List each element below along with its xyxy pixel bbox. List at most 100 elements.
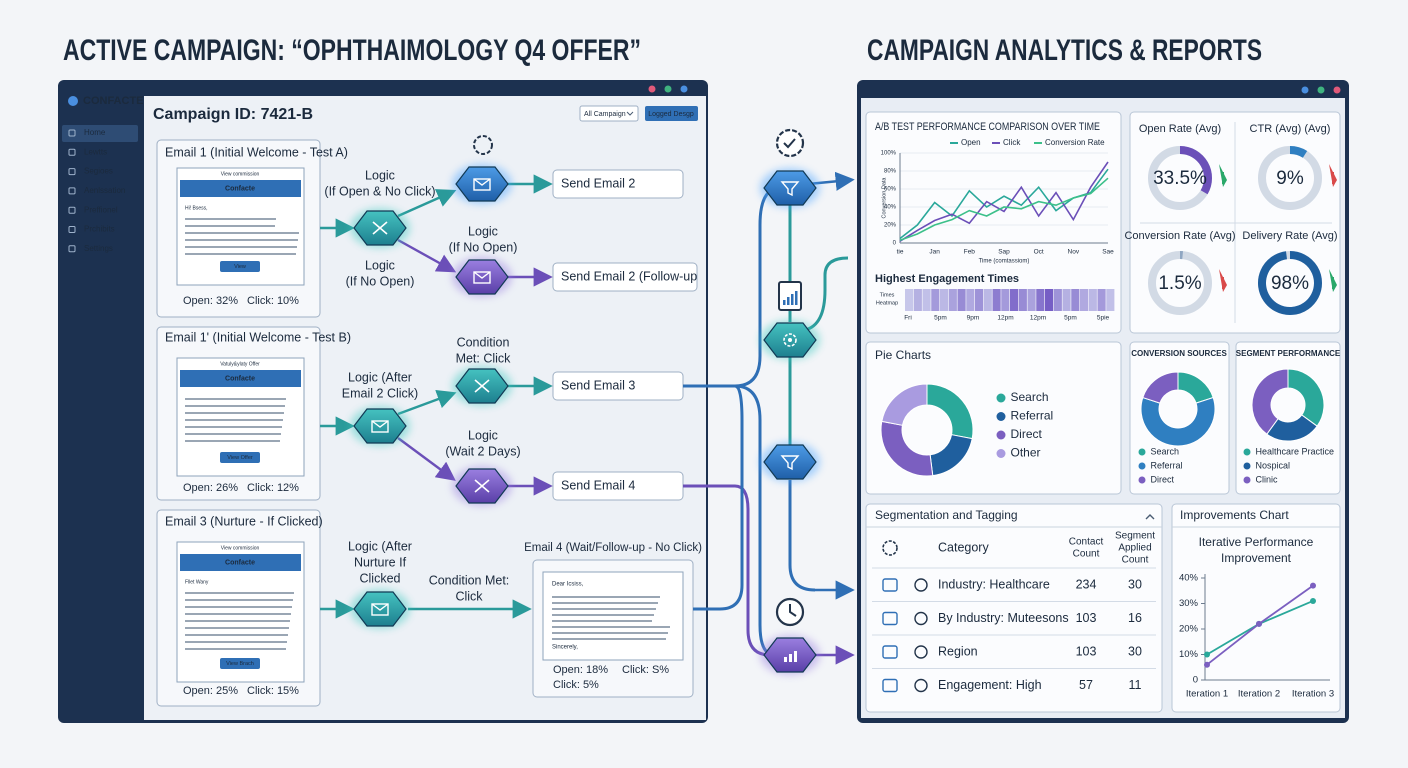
row-icon bbox=[882, 578, 898, 592]
node-icon bbox=[789, 654, 792, 662]
legend-label: Search bbox=[1011, 390, 1049, 404]
flow-node bbox=[455, 166, 509, 202]
legend-swatch bbox=[1138, 448, 1146, 456]
legend-swatch bbox=[1243, 476, 1251, 484]
gauge-arc bbox=[1258, 251, 1322, 315]
gauge-arc bbox=[1179, 146, 1212, 195]
preview-button bbox=[220, 261, 260, 272]
email4-open: Open: 18% bbox=[553, 664, 608, 676]
x-tick-label: Iteration 2 bbox=[1238, 689, 1280, 700]
email-title: Email 1' (Initial Welcome - Test B) bbox=[165, 330, 351, 344]
nav-item[interactable]: Segioes bbox=[84, 167, 113, 176]
y-tick-label: 10% bbox=[1179, 649, 1199, 660]
nav-item[interactable]: Aenlssation bbox=[84, 186, 125, 195]
y-tick-label: 40% bbox=[1179, 573, 1199, 584]
nav-item[interactable]: Preffionel bbox=[84, 205, 118, 214]
preview-text-line bbox=[185, 405, 285, 407]
preview-text-line bbox=[185, 239, 298, 241]
preview-text-line bbox=[185, 419, 283, 421]
preview-brand: Confacte bbox=[225, 559, 255, 566]
heatmap-cell bbox=[905, 289, 914, 311]
heatmap-cell bbox=[1001, 289, 1010, 311]
brand-icon bbox=[68, 96, 78, 106]
window-dot bbox=[664, 85, 672, 93]
preview-band bbox=[180, 370, 301, 387]
table-header: Contact bbox=[1069, 537, 1104, 548]
panel-title: CONVERSION SOURCES bbox=[1131, 349, 1227, 358]
flow-label: (If No Open) bbox=[346, 274, 415, 288]
preview-text-line bbox=[185, 620, 290, 622]
flow-label: Nurture If bbox=[354, 555, 407, 569]
heatmap-cell bbox=[931, 289, 940, 311]
dropdown bbox=[579, 105, 639, 122]
flow-connector bbox=[397, 437, 456, 481]
flow-label: Clicked bbox=[360, 571, 401, 585]
preview-greeting: Fllet Wany bbox=[185, 579, 209, 585]
nav-item[interactable]: Home bbox=[84, 128, 106, 137]
flow-node bbox=[353, 408, 407, 444]
nav-item[interactable]: Lewtts bbox=[84, 147, 107, 156]
nav-item[interactable]: Settings bbox=[84, 244, 113, 253]
trend-arrow bbox=[1329, 269, 1337, 292]
trend-arrow bbox=[1219, 164, 1227, 187]
flow-label: (If No Open) bbox=[449, 240, 518, 254]
nav-icon bbox=[68, 148, 76, 156]
node-icon bbox=[474, 479, 490, 493]
flow-label: Logic (After bbox=[348, 539, 412, 553]
panel bbox=[865, 503, 1163, 713]
preview-text-line bbox=[185, 440, 280, 442]
legend-swatch bbox=[1138, 476, 1146, 484]
heatmap-cell bbox=[1080, 289, 1089, 311]
node-icon bbox=[473, 178, 491, 191]
node-icon bbox=[780, 181, 800, 197]
flow-label: Logic bbox=[365, 258, 395, 272]
middle-connector bbox=[683, 484, 771, 657]
legend-swatch bbox=[1243, 462, 1251, 470]
node-icon bbox=[371, 603, 389, 611]
x-tick-label: Iteration 3 bbox=[1292, 689, 1334, 700]
heatmap-cell bbox=[913, 289, 922, 311]
preview-text-line bbox=[552, 602, 658, 604]
table-cell: By Industry: Muteesons bbox=[938, 611, 1069, 625]
y-tick-label: 20% bbox=[1179, 624, 1199, 635]
heatmap-cell bbox=[922, 289, 931, 311]
email4-click: Click: S% bbox=[622, 664, 669, 676]
preview-greeting: Hi! Bsess, bbox=[185, 205, 208, 211]
row-icon bbox=[914, 578, 928, 592]
heatmap-cell bbox=[1045, 289, 1054, 311]
preview-button bbox=[220, 658, 260, 669]
chart-title: Improvement bbox=[1221, 551, 1292, 565]
dropdown-label[interactable]: All Campaign bbox=[584, 111, 626, 118]
nav-icon bbox=[68, 245, 76, 253]
nav-item[interactable]: Prchibits bbox=[84, 225, 115, 234]
gauge-value: 33.5% bbox=[1153, 168, 1207, 189]
email-title: Email 3 (Nurture - If Clicked) bbox=[165, 514, 323, 528]
heatmap-cell bbox=[1036, 289, 1045, 311]
legend-swatch bbox=[1243, 448, 1251, 456]
nav-icon bbox=[68, 206, 76, 214]
heatmap-x-label: 9pm bbox=[967, 315, 980, 322]
row-icon bbox=[914, 645, 928, 659]
y-tick-label: 80% bbox=[884, 169, 897, 175]
legend-swatch bbox=[996, 430, 1006, 440]
check-icon bbox=[783, 138, 796, 149]
heatmap-x-label: 5pm bbox=[1064, 315, 1077, 322]
header-button-label[interactable]: Logged Desgp bbox=[648, 111, 694, 118]
table-header: Category bbox=[938, 540, 989, 554]
flow-label: (Wait 2 Days) bbox=[445, 444, 520, 458]
preview-text-line bbox=[185, 648, 286, 650]
heatmap-cell bbox=[1062, 289, 1071, 311]
preview-text-line bbox=[185, 398, 286, 400]
email-open-rate: Open: 32% bbox=[183, 295, 238, 307]
series-line bbox=[899, 161, 1109, 242]
report-icon bbox=[787, 297, 790, 305]
heatmap-cell bbox=[975, 289, 984, 311]
heatmap-x-label: 5pie bbox=[1097, 315, 1110, 322]
node-icon bbox=[473, 271, 491, 279]
heatmap-cell bbox=[983, 289, 992, 311]
x-tick-label: Iteration 1 bbox=[1186, 689, 1228, 700]
legend-swatch bbox=[996, 393, 1006, 403]
x-tick-label: Jan bbox=[929, 249, 940, 256]
flow-node bbox=[353, 591, 407, 627]
